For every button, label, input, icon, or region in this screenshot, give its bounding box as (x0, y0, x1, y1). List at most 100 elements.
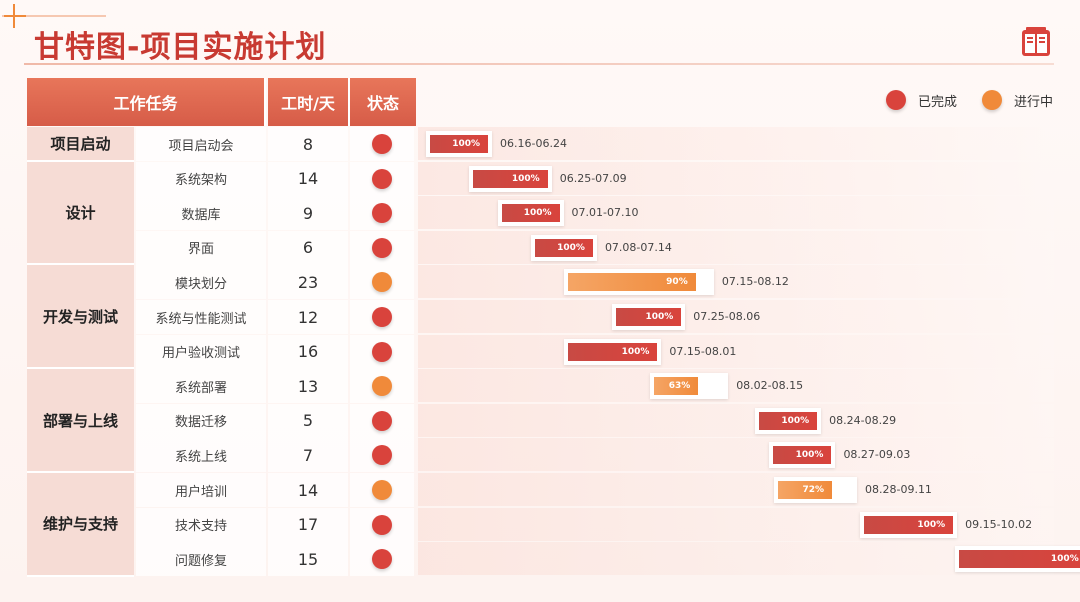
task-name: 系统与性能测试 (136, 300, 266, 334)
gantt-bar-progress: 100% (472, 169, 548, 188)
gantt-row-band (418, 473, 1054, 506)
task-hours: 5 (268, 403, 348, 438)
gantt-bar-dates: 09.15-10.02 (965, 517, 1033, 531)
gantt-bar-dates: 07.15-08.12 (721, 275, 789, 289)
page-title: 甘特图-项目实施计划 (34, 30, 327, 65)
task-status (350, 369, 414, 404)
book-icon (1022, 27, 1050, 56)
header-task: 工作任务 (27, 78, 266, 126)
task-status (350, 300, 414, 334)
gantt-bar-progress: 100% (759, 411, 818, 430)
task-name: 界面 (136, 230, 266, 265)
gantt-row-band (418, 127, 1054, 160)
task-name: 数据库 (136, 196, 266, 231)
group-label: 维护与支持 (27, 473, 134, 577)
gantt-bar: 100% (755, 407, 822, 434)
gantt-bar-progress: 100% (501, 204, 560, 223)
task-hours: 14 (268, 473, 348, 507)
gantt-bar: 100% (955, 546, 1080, 573)
gantt-row-band (418, 507, 1054, 541)
group-label: 设计 (27, 161, 134, 266)
task-name: 数据迁移 (136, 403, 266, 438)
gantt-bar-progress: 90% (568, 273, 696, 292)
legend-completed-dot (886, 90, 906, 110)
gantt-bar-dates: 07.08-07.14 (604, 240, 672, 254)
gantt-bar-dates: 06.16-06.24 (500, 137, 567, 150)
task-hours: 7 (268, 438, 348, 473)
gantt-row-band (418, 438, 1054, 472)
group-label: 部署与上线 (27, 369, 134, 473)
task-status (350, 161, 414, 196)
gantt-bar-progress: 63% (654, 377, 699, 396)
header-hours: 工时/天 (268, 78, 350, 126)
task-name: 系统上线 (136, 438, 266, 473)
legend-in-progress: 进行中 (982, 90, 1053, 110)
task-status (350, 473, 414, 507)
gantt-bar: 100% (530, 234, 597, 261)
task-hours: 15 (268, 542, 348, 577)
task-hours: 23 (268, 265, 348, 300)
gantt-bar: 100% (612, 304, 686, 330)
gantt-row-band (418, 403, 1054, 437)
task-name: 用户培训 (136, 473, 266, 507)
gantt-bar-dates: 08.02-08.15 (736, 379, 804, 393)
title-underline (24, 63, 1054, 65)
legend-completed-label: 已完成 (918, 94, 958, 110)
gantt-bar: 100% (468, 165, 552, 192)
task-hours: 14 (268, 161, 348, 196)
task-status (350, 230, 414, 265)
task-hours: 6 (268, 230, 348, 265)
status-dot (372, 376, 392, 397)
status-dot (372, 341, 392, 362)
status-dot (372, 237, 392, 258)
task-name: 模块划分 (136, 265, 266, 300)
gantt-row-band (418, 369, 1054, 403)
group-label: 开发与测试 (27, 265, 134, 370)
status-dot (372, 203, 392, 224)
gantt-row-band (418, 334, 1054, 368)
gantt-bar: 100% (426, 131, 492, 157)
gantt-row-band (418, 300, 1054, 333)
gantt-bar-progress: 72% (778, 481, 833, 499)
task-status (350, 507, 414, 542)
status-dot (372, 272, 392, 293)
legend-in-progress-label: 进行中 (1014, 94, 1054, 110)
gantt-bar: 63% (650, 373, 729, 400)
task-name: 系统架构 (136, 161, 266, 196)
task-hours: 16 (268, 334, 348, 369)
gantt-bar-progress: 100% (534, 238, 593, 257)
gantt-bar-progress: 100% (616, 308, 682, 326)
task-hours: 8 (268, 127, 348, 161)
task-status (350, 196, 414, 231)
decorative-cross (2, 4, 106, 28)
gantt-bar: 100% (564, 338, 662, 365)
gantt-bar-dates: 08.27-09.03 (843, 448, 911, 462)
status-dot (372, 480, 392, 500)
status-dot (372, 134, 392, 154)
gantt-bar: 90% (564, 269, 714, 296)
gantt-bar: 72% (774, 477, 857, 503)
gantt-bar-progress: 100% (773, 446, 832, 465)
gantt-bar-dates: 08.24-08.29 (829, 413, 897, 427)
gantt-bar: 100% (769, 442, 836, 469)
task-status (350, 265, 414, 300)
status-dot (372, 549, 392, 570)
gantt-bar-progress: 100% (959, 550, 1080, 569)
task-hours: 9 (268, 196, 348, 231)
gantt-bar-progress: 100% (864, 515, 954, 534)
task-status (350, 438, 414, 473)
gantt-bar-dates: 07.25-08.06 (693, 310, 761, 323)
task-hours: 12 (268, 300, 348, 334)
status-dot (372, 307, 392, 327)
gantt-bar: 100% (497, 200, 564, 227)
task-hours: 13 (268, 369, 348, 404)
header-status: 状态 (350, 78, 416, 126)
status-dot (372, 410, 392, 431)
gantt-row-band (418, 265, 1054, 299)
gantt-bar-progress: 100% (568, 342, 658, 361)
gantt-bar-dates: 07.01-07.10 (571, 206, 639, 220)
gantt-bar-dates: 08.28-09.11 (864, 483, 932, 496)
status-dot (372, 514, 392, 535)
gantt-bar: 100% (860, 511, 958, 538)
task-name: 项目启动会 (136, 127, 266, 161)
